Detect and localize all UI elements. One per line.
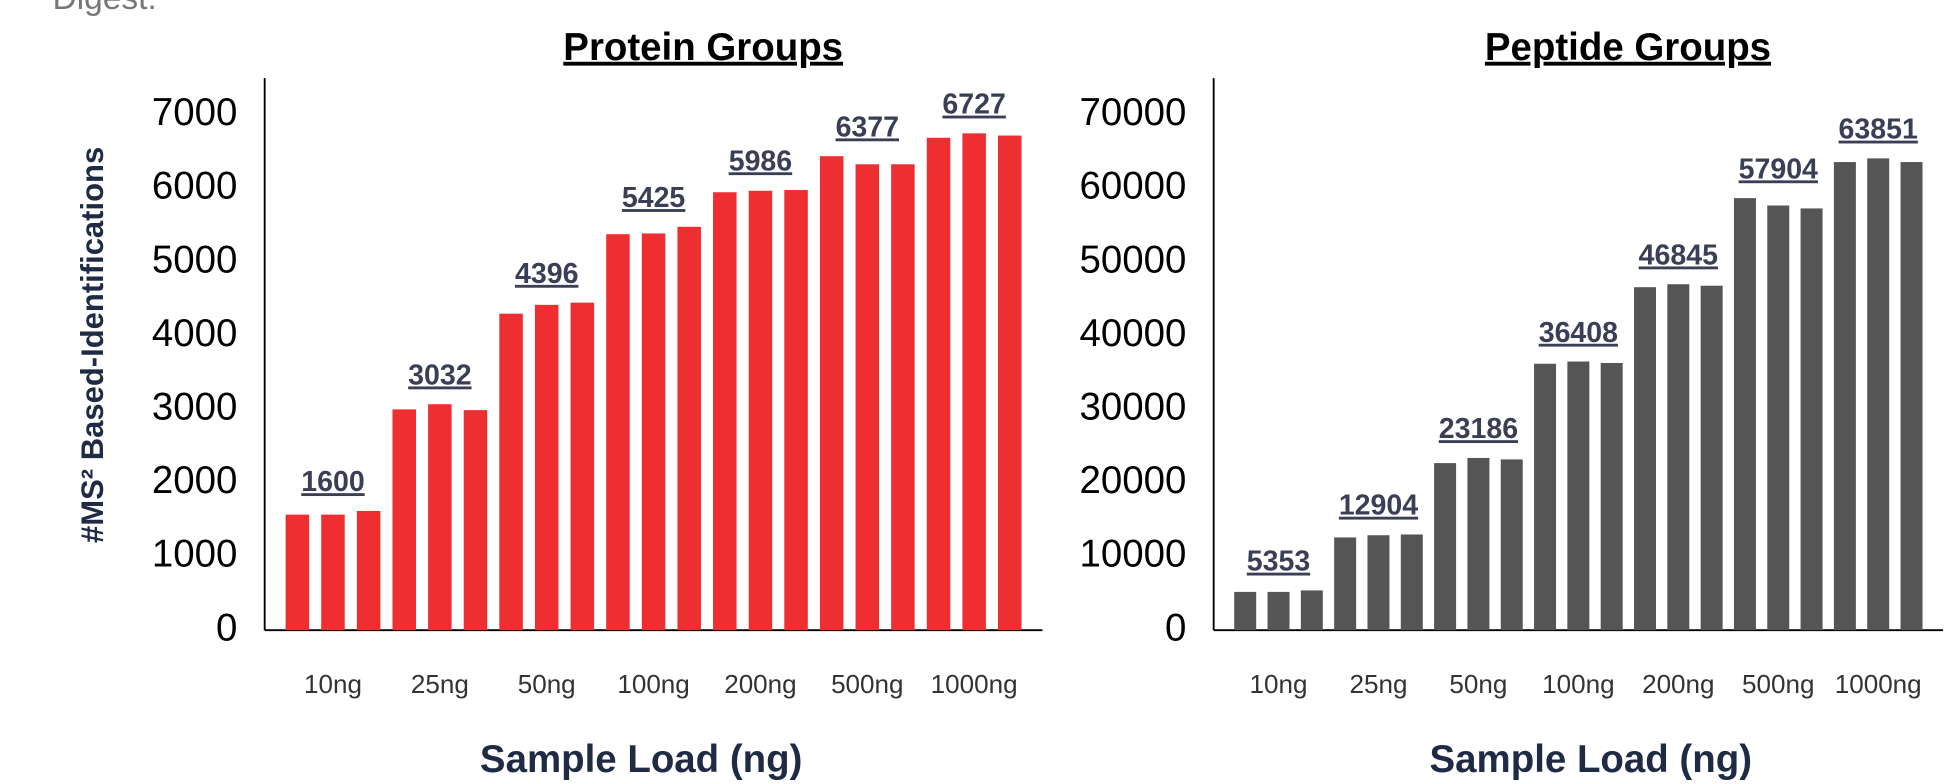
y-tick-label: 50000	[1079, 238, 1186, 281]
x-tick-label: 25ng	[411, 669, 469, 699]
chart-title: Protein Groups	[563, 26, 843, 69]
x-tick-label: 200ng	[1642, 669, 1714, 699]
bar	[392, 409, 416, 631]
data-label: 5986	[729, 145, 792, 177]
bar	[1334, 537, 1357, 631]
bar	[1567, 361, 1590, 631]
bar	[285, 514, 310, 631]
bar	[1467, 457, 1490, 631]
data-label: 5425	[622, 182, 686, 214]
y-tick-label: 0	[216, 606, 237, 649]
bar	[1434, 463, 1457, 631]
bar	[998, 135, 1022, 631]
data-label: 3032	[408, 359, 471, 391]
data-label: 46845	[1639, 239, 1718, 271]
data-label: 4396	[515, 258, 578, 290]
bar	[713, 192, 737, 631]
y-tick-label: 0	[1165, 606, 1186, 649]
bar	[677, 226, 701, 631]
x-tick-label: 1000ng	[1835, 669, 1922, 699]
y-tick-label: 7000	[152, 91, 238, 134]
bar	[962, 133, 986, 631]
bar	[1667, 284, 1690, 631]
x-tick-label: 50ng	[518, 669, 576, 699]
y-tick-label: 40000	[1079, 312, 1186, 355]
x-tick-label: 10ng	[304, 669, 362, 699]
x-axis-title: Sample Load (ng)	[1430, 738, 1752, 781]
y-tick-label: 30000	[1079, 386, 1186, 429]
bar	[606, 234, 630, 631]
y-tick-label: 60000	[1079, 165, 1186, 208]
bar	[891, 164, 915, 631]
bar	[1733, 198, 1756, 631]
bar	[1300, 590, 1323, 631]
y-tick-label: 10000	[1079, 533, 1186, 576]
x-tick-label: 200ng	[724, 669, 796, 699]
data-label: 1600	[301, 466, 364, 498]
data-label: 63851	[1839, 114, 1918, 146]
x-tick-label: 500ng	[831, 669, 903, 699]
bar	[356, 510, 381, 631]
y-tick-label: 4000	[152, 312, 238, 355]
bar	[1833, 162, 1856, 631]
bar	[463, 410, 488, 631]
bar	[428, 404, 452, 631]
y-tick-label: 2000	[152, 459, 238, 502]
bar	[1700, 285, 1723, 631]
data-label: 36408	[1539, 317, 1618, 349]
bar	[855, 164, 880, 631]
x-tick-label: 25ng	[1349, 669, 1407, 699]
bar	[534, 304, 559, 631]
bar	[1867, 158, 1890, 631]
data-label: 6727	[942, 89, 1005, 121]
y-tick-label: 70000	[1079, 91, 1186, 134]
y-tick-label: 5000	[152, 238, 238, 281]
chart-title: Peptide Groups	[1485, 26, 1771, 69]
bar	[819, 156, 844, 631]
bar	[499, 313, 523, 631]
bar	[1800, 208, 1823, 631]
bar	[1267, 591, 1290, 631]
data-label: 12904	[1339, 490, 1418, 522]
data-label: 6377	[836, 111, 899, 143]
bar	[641, 233, 666, 631]
bar	[784, 190, 808, 631]
caption: Digest:	[53, 0, 157, 17]
bar	[570, 302, 595, 631]
bar	[1367, 535, 1390, 631]
y-axis-title: #MS² Based-Identifications	[75, 147, 110, 543]
bar	[1534, 363, 1557, 631]
bar	[1900, 162, 1923, 631]
y-tick-label: 6000	[152, 165, 238, 208]
x-axis-title: Sample Load (ng)	[480, 738, 802, 781]
bar	[748, 190, 773, 631]
x-tick-label: 500ng	[1742, 669, 1814, 699]
data-label: 23186	[1439, 413, 1518, 445]
bar	[1400, 534, 1423, 631]
x-tick-label: 100ng	[1542, 669, 1614, 699]
bar	[1767, 205, 1790, 631]
y-tick-label: 3000	[152, 386, 238, 429]
data-label: 57904	[1739, 153, 1818, 185]
bar	[1634, 287, 1656, 631]
x-tick-label: 50ng	[1449, 669, 1507, 699]
bar	[321, 514, 345, 631]
bar	[1500, 459, 1523, 631]
data-label: 5353	[1247, 546, 1310, 578]
x-tick-label: 10ng	[1250, 669, 1308, 699]
bar	[1234, 591, 1257, 631]
x-tick-label: 1000ng	[931, 669, 1018, 699]
bar	[926, 137, 951, 631]
y-tick-label: 1000	[152, 533, 238, 576]
y-tick-label: 20000	[1079, 459, 1186, 502]
bar	[1600, 362, 1623, 631]
x-tick-label: 100ng	[617, 669, 689, 699]
